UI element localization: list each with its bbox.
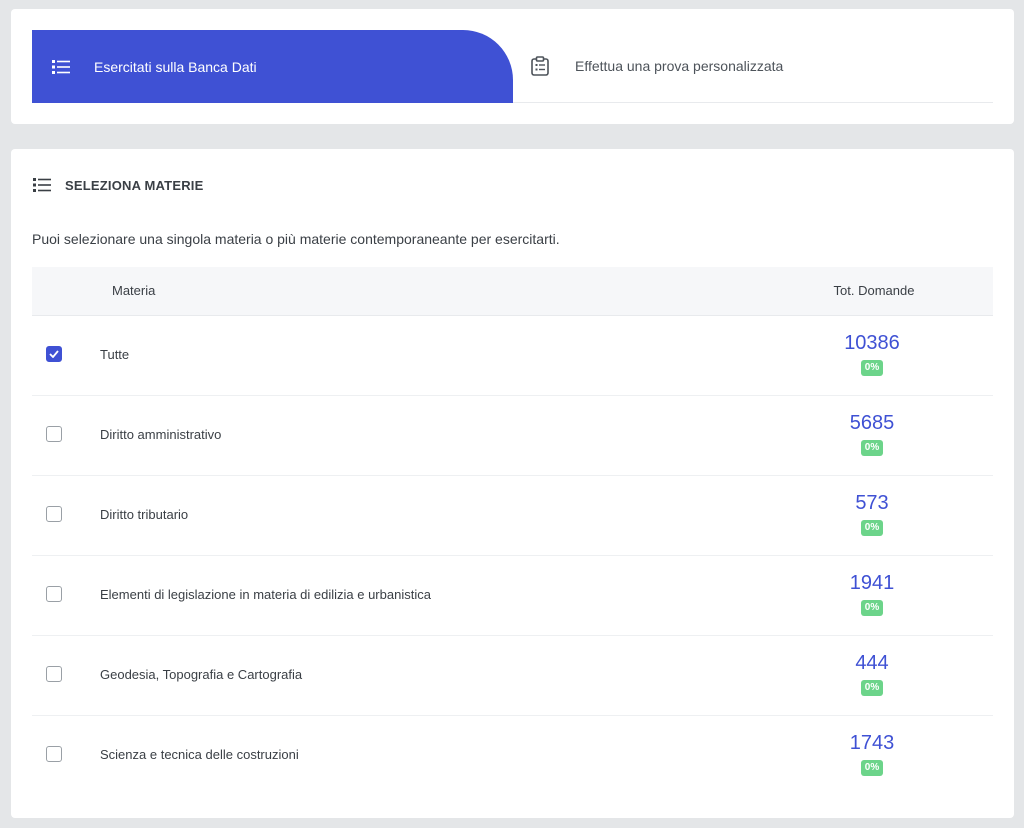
progress-badge: 0% (860, 680, 884, 696)
tab-label: Esercitati sulla Banca Dati (94, 58, 257, 75)
progress-badge: 0% (860, 760, 884, 776)
column-header-materia: Materia (112, 283, 156, 298)
check-icon (49, 350, 59, 358)
table-row[interactable]: Diritto amministrativo 5685 0% (32, 396, 993, 476)
list-icon (52, 57, 72, 77)
section-header: SELEZIONA MATERIE (33, 175, 203, 195)
question-count: 10386 (844, 332, 900, 354)
progress-badge: 0% (860, 600, 884, 616)
tab-label: Effettua una prova personalizzata (575, 58, 784, 74)
tabs-card: Esercitati sulla Banca Dati Effettua una… (11, 9, 1014, 124)
subject-checkbox[interactable] (46, 746, 62, 762)
table-header: Materia Tot. Domande (32, 267, 993, 316)
subject-name: Scienza e tecnica delle costruzioni (100, 747, 299, 762)
question-count: 1941 (849, 572, 895, 594)
column-header-tot-domande: Tot. Domande (833, 283, 915, 298)
question-count-cell: 573 0% (812, 491, 932, 536)
subject-checkbox[interactable] (46, 346, 62, 362)
subject-name: Elementi di legislazione in materia di e… (100, 587, 431, 602)
tab-prova-personalizzata[interactable]: Effettua una prova personalizzata (513, 30, 993, 103)
section-description: Puoi selezionare una singola materia o p… (32, 231, 560, 247)
list-icon (33, 175, 53, 195)
select-subjects-card: SELEZIONA MATERIE Puoi selezionare una s… (11, 149, 1014, 818)
tab-banca-dati[interactable]: Esercitati sulla Banca Dati (32, 30, 513, 103)
question-count: 573 (855, 492, 889, 514)
subject-name: Geodesia, Topografia e Cartografia (100, 667, 303, 682)
clipboard-icon (531, 55, 551, 77)
question-count-cell: 1941 0% (812, 571, 932, 616)
subject-checkbox[interactable] (46, 666, 62, 682)
section-title: SELEZIONA MATERIE (65, 177, 204, 193)
question-count-cell: 1743 0% (812, 731, 932, 776)
progress-badge: 0% (860, 440, 884, 456)
progress-badge: 0% (860, 520, 884, 536)
subject-name: Diritto tributario (100, 507, 189, 522)
subjects-table: Materia Tot. Domande Tutte 10386 0% Diri… (32, 267, 993, 796)
question-count-cell: 444 0% (812, 651, 932, 696)
question-count: 1743 (849, 732, 895, 754)
subject-checkbox[interactable] (46, 426, 62, 442)
table-row[interactable]: Diritto tributario 573 0% (32, 476, 993, 556)
subject-name: Tutte (100, 347, 130, 362)
progress-badge: 0% (860, 360, 884, 376)
subject-checkbox[interactable] (46, 586, 62, 602)
table-row[interactable]: Elementi di legislazione in materia di e… (32, 556, 993, 636)
subject-name: Diritto amministrativo (100, 427, 222, 442)
table-row[interactable]: Scienza e tecnica delle costruzioni 1743… (32, 716, 993, 796)
subject-checkbox[interactable] (46, 506, 62, 522)
question-count: 5685 (849, 412, 895, 434)
question-count-cell: 10386 0% (812, 331, 932, 376)
question-count-cell: 5685 0% (812, 411, 932, 456)
table-row[interactable]: Geodesia, Topografia e Cartografia 444 0… (32, 636, 993, 716)
question-count: 444 (855, 652, 889, 674)
table-row[interactable]: Tutte 10386 0% (32, 316, 993, 396)
